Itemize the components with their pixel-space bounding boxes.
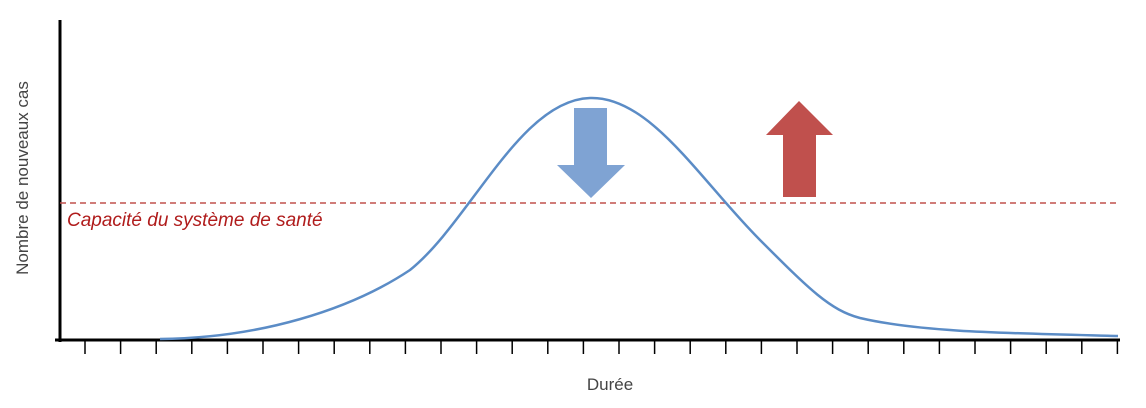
epidemic-curve	[159, 96, 1119, 341]
x-axis-label: Durée	[587, 375, 633, 394]
ticks	[84, 340, 1119, 354]
y-axis-label: Nombre de nouveaux cas	[13, 81, 32, 275]
up-arrow	[766, 101, 833, 197]
down-arrow	[557, 108, 625, 198]
capacity-label: Capacité du système de santé	[67, 210, 323, 231]
